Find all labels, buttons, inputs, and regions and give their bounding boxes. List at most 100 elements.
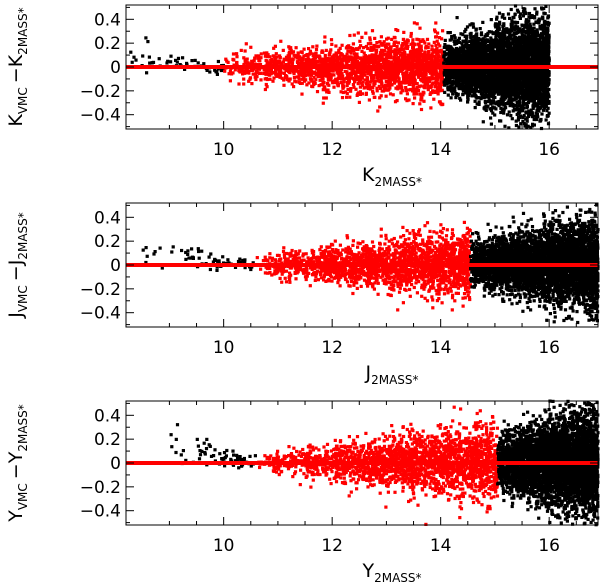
red-data-point <box>401 37 405 41</box>
black-data-point <box>215 72 219 76</box>
red-data-point <box>402 30 406 34</box>
red-data-point <box>382 40 386 44</box>
black-data-point <box>178 63 182 67</box>
red-data-point <box>360 35 364 39</box>
red-data-point <box>332 56 336 60</box>
red-data-point <box>321 57 325 61</box>
red-data-point <box>409 80 413 84</box>
red-data-point <box>375 89 379 93</box>
red-data-point <box>356 82 360 86</box>
red-data-point <box>375 61 379 65</box>
red-data-point <box>346 72 351 77</box>
red-data-point <box>347 44 351 48</box>
red-data-point <box>379 80 384 84</box>
red-data-point <box>369 45 373 49</box>
red-data-point <box>328 73 332 77</box>
red-data-point <box>365 76 370 80</box>
red-data-point <box>413 96 417 100</box>
red-data-point <box>401 43 405 47</box>
red-data-point <box>400 86 404 90</box>
red-data-point <box>326 76 330 80</box>
red-data-point <box>314 61 318 65</box>
red-data-point <box>397 78 401 82</box>
red-data-point <box>312 75 316 79</box>
black-data-point <box>532 22 536 26</box>
red-data-point <box>355 52 359 56</box>
black-data-point <box>213 68 217 72</box>
red-data-point <box>329 48 333 52</box>
red-data-point <box>375 41 379 45</box>
red-data-point <box>387 83 391 87</box>
red-data-point <box>326 88 330 92</box>
red-data-point <box>235 52 239 56</box>
red-data-point <box>376 44 381 48</box>
red-data-point <box>437 36 442 40</box>
red-data-point <box>395 60 399 65</box>
red-data-point <box>421 90 425 94</box>
red-data-point <box>354 56 358 61</box>
red-data-point <box>268 77 272 81</box>
red-data-point <box>291 58 295 62</box>
black-data-point <box>461 93 465 97</box>
red-data-point <box>242 82 246 86</box>
red-data-point <box>411 38 415 42</box>
red-data-point <box>368 36 372 40</box>
red-data-point <box>334 51 338 55</box>
red-data-point <box>298 55 302 59</box>
red-data-point <box>407 73 411 77</box>
red-data-point <box>370 29 375 33</box>
red-data-point <box>332 85 336 89</box>
red-data-point <box>363 78 367 82</box>
red-data-point <box>433 30 437 34</box>
red-data-point <box>352 33 356 37</box>
black-data-point <box>181 56 185 60</box>
red-data-point <box>391 93 395 97</box>
black-data-point <box>510 117 514 121</box>
red-data-point <box>292 76 296 80</box>
red-data-point <box>300 71 304 75</box>
red-data-point <box>381 42 385 46</box>
red-data-point <box>315 90 320 94</box>
red-data-point <box>378 86 382 90</box>
red-data-point <box>242 56 246 60</box>
red-data-point <box>319 83 323 87</box>
red-data-point <box>370 48 374 52</box>
red-data-point <box>387 49 391 53</box>
red-data-point <box>350 76 355 80</box>
red-data-point <box>393 36 397 40</box>
red-data-point <box>396 41 401 45</box>
black-data-point <box>547 87 551 92</box>
red-data-point <box>223 69 227 73</box>
black-data-point <box>451 92 455 96</box>
red-data-point <box>339 57 343 61</box>
red-data-point <box>355 59 359 63</box>
red-data-point <box>297 80 301 84</box>
red-data-point <box>430 91 434 95</box>
red-data-point <box>392 43 396 47</box>
red-data-point <box>390 68 394 72</box>
red-data-point <box>250 82 254 86</box>
red-data-point <box>411 47 415 51</box>
red-data-point <box>401 47 405 51</box>
red-data-point <box>279 69 283 73</box>
red-data-point <box>392 56 396 60</box>
red-data-point <box>332 53 336 57</box>
red-data-point <box>352 52 357 56</box>
black-data-point <box>216 59 220 64</box>
red-data-point <box>271 79 275 83</box>
red-data-point <box>272 46 276 50</box>
red-data-point <box>354 87 358 91</box>
red-data-point <box>371 74 376 78</box>
black-data-point <box>506 12 511 16</box>
red-data-point <box>323 53 327 58</box>
red-data-point <box>393 100 398 104</box>
black-data-point <box>442 61 446 65</box>
red-data-point <box>362 46 366 50</box>
red-data-point <box>426 45 430 50</box>
red-data-point <box>430 82 434 86</box>
red-data-point <box>285 77 289 81</box>
red-data-point <box>307 47 311 51</box>
black-data-point <box>465 25 470 29</box>
red-data-point <box>410 88 414 92</box>
red-data-point <box>412 21 416 25</box>
